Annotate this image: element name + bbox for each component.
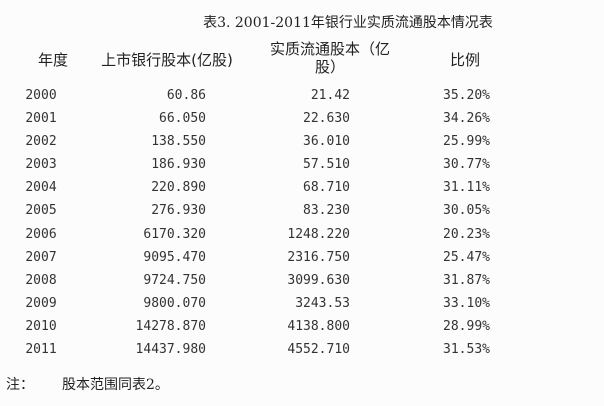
cell-float-shares: 68.710 bbox=[303, 180, 350, 196]
cell-listed-shares: 14278.870 bbox=[135, 318, 206, 334]
table-row: 2005 276.930 83.230 30.05% bbox=[0, 203, 604, 226]
cell-ratio: 33.10% bbox=[443, 295, 490, 311]
cell-listed-shares: 138.550 bbox=[151, 134, 206, 150]
cell-float-shares: 36.010 bbox=[303, 134, 350, 150]
cell-float-shares: 57.510 bbox=[303, 157, 350, 173]
table-row: 2003 186.930 57.510 30.77% bbox=[0, 157, 604, 180]
cell-year: 2003 bbox=[25, 157, 57, 173]
header-ratio: 比例 bbox=[449, 51, 480, 69]
cell-listed-shares: 14437.980 bbox=[135, 342, 206, 358]
cell-float-shares: 3099.630 bbox=[287, 272, 350, 288]
table-row: 2006 6170.320 1248.220 20.23% bbox=[0, 227, 604, 250]
header-float-shares: 实质流通股本（亿 股） bbox=[260, 40, 400, 76]
cell-year: 2005 bbox=[25, 203, 57, 219]
cell-year: 2002 bbox=[25, 134, 57, 150]
header-year: 年度 bbox=[37, 51, 68, 69]
cell-year: 2011 bbox=[25, 342, 57, 358]
footnote: 注： 股本范围同表2。 bbox=[6, 374, 169, 394]
cell-listed-shares: 9800.070 bbox=[143, 295, 206, 311]
cell-float-shares: 2316.750 bbox=[287, 249, 350, 265]
cell-year: 2006 bbox=[25, 226, 57, 242]
table-row: 2011 14437.980 4552.710 31.53% bbox=[0, 342, 604, 365]
cell-listed-shares: 60.86 bbox=[166, 88, 206, 103]
cell-ratio: 25.47% bbox=[443, 249, 490, 265]
cell-year: 2000 bbox=[25, 88, 57, 103]
cell-ratio: 31.11% bbox=[443, 180, 490, 196]
cell-float-shares: 3243.53 bbox=[295, 295, 350, 311]
cell-float-shares: 83.230 bbox=[303, 203, 350, 219]
cell-year: 2010 bbox=[25, 318, 57, 334]
cell-listed-shares: 276.930 bbox=[151, 203, 206, 219]
table-row: 2009 9800.070 3243.53 33.10% bbox=[0, 296, 604, 319]
cell-listed-shares: 9095.470 bbox=[143, 249, 206, 265]
table-row: 2008 9724.750 3099.630 31.87% bbox=[0, 273, 604, 296]
cell-ratio: 34.26% bbox=[443, 111, 490, 127]
footnote-label: 注： bbox=[6, 377, 34, 393]
cell-year: 2007 bbox=[25, 249, 57, 265]
cell-ratio: 35.20% bbox=[443, 88, 490, 103]
cell-year: 2004 bbox=[25, 180, 57, 196]
cell-float-shares: 21.42 bbox=[310, 88, 350, 103]
cell-year: 2001 bbox=[25, 111, 57, 127]
cell-listed-shares: 186.930 bbox=[151, 157, 206, 173]
cell-float-shares: 22.630 bbox=[303, 111, 350, 127]
table-row: 2007 9095.470 2316.750 25.47% bbox=[0, 250, 604, 273]
footnote-text: 股本范围同表2。 bbox=[62, 377, 169, 393]
table-row: 2002 138.550 36.010 25.99% bbox=[0, 134, 604, 157]
cell-ratio: 31.53% bbox=[443, 342, 490, 358]
cell-listed-shares: 220.890 bbox=[151, 180, 206, 196]
cell-year: 2009 bbox=[25, 295, 57, 311]
cell-ratio: 25.99% bbox=[443, 134, 490, 150]
table-row: 2001 66.050 22.630 34.26% bbox=[0, 111, 604, 134]
header-listed-shares: 上市银行股本(亿股) bbox=[101, 51, 233, 69]
cell-float-shares: 1248.220 bbox=[287, 226, 350, 242]
cell-ratio: 28.99% bbox=[443, 318, 490, 334]
cell-float-shares: 4552.710 bbox=[287, 342, 350, 358]
table-row: 2000 60.86 21.42 35.20% bbox=[0, 88, 604, 111]
cell-float-shares: 4138.800 bbox=[287, 318, 350, 334]
cell-year: 2008 bbox=[25, 272, 57, 288]
header-float-shares-line2: 股） bbox=[314, 58, 345, 76]
table-title: 表3. 2001-2011年银行业实质流通股本情况表 bbox=[203, 15, 493, 31]
cell-listed-shares: 9724.750 bbox=[143, 272, 206, 288]
cell-ratio: 31.87% bbox=[443, 272, 490, 288]
table-body: 2000 60.86 21.42 35.20% 2001 66.050 22.630 34.2… bbox=[0, 88, 604, 365]
cell-ratio: 30.77% bbox=[443, 157, 490, 173]
table-row: 2010 14278.870 4138.800 28.99% bbox=[0, 319, 604, 342]
cell-listed-shares: 6170.320 bbox=[143, 226, 206, 242]
cell-ratio: 20.23% bbox=[443, 226, 490, 242]
cell-ratio: 30.05% bbox=[443, 203, 490, 219]
table-row: 2004 220.890 68.710 31.11% bbox=[0, 180, 604, 203]
header-float-shares-line1: 实质流通股本（亿 bbox=[269, 40, 390, 58]
cell-listed-shares: 66.050 bbox=[159, 111, 206, 127]
